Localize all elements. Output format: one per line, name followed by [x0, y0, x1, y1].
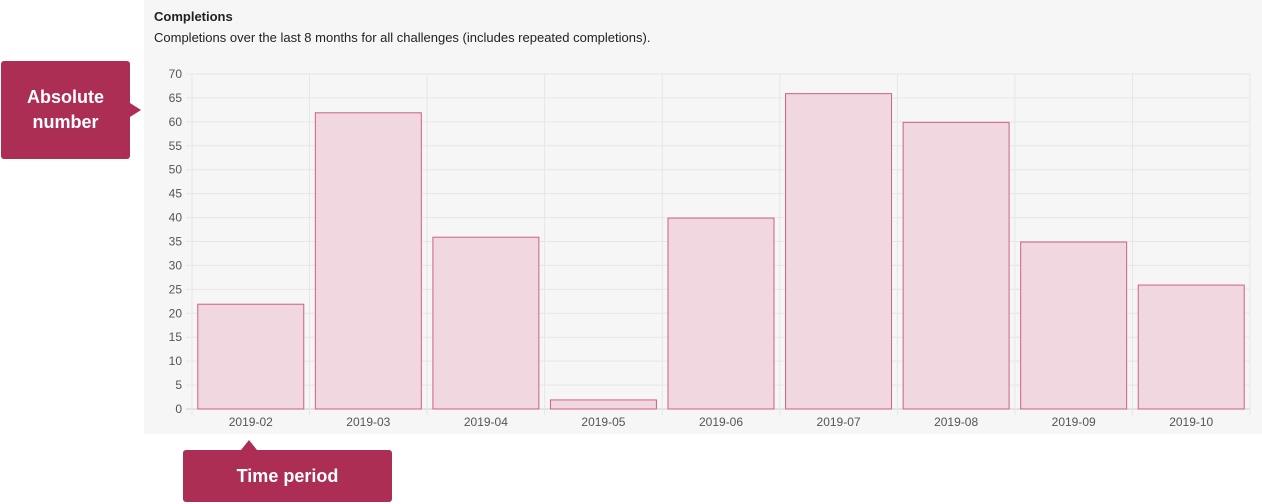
y-tick-label: 20	[169, 306, 183, 320]
x-axis-callout: Time period	[183, 440, 392, 502]
x-tick-label: 2019-03	[346, 415, 390, 429]
x-tick-label: 2019-08	[934, 415, 978, 429]
y-tick-label: 60	[169, 115, 183, 129]
y-tick-label: 70	[169, 67, 183, 81]
x-tick-label: 2019-06	[699, 415, 743, 429]
y-tick-label: 55	[169, 139, 183, 153]
y-axis-callout: Absolute number	[1, 61, 141, 159]
y-tick-label: 15	[169, 330, 183, 344]
y-tick-label: 40	[169, 211, 183, 225]
y-tick-label: 35	[169, 235, 183, 249]
bar-2019-08	[902, 121, 1010, 410]
x-tick-label: 2019-05	[581, 415, 625, 429]
y-tick-label: 25	[169, 282, 183, 296]
y-tick-label: 5	[175, 378, 182, 392]
bar-2019-06	[667, 217, 775, 410]
x-tick-label: 2019-02	[229, 415, 273, 429]
x-tick-label: 2019-07	[817, 415, 861, 429]
x-tick-label: 2019-10	[1169, 415, 1213, 429]
y-tick-label: 45	[169, 187, 183, 201]
y-tick-label: 10	[169, 354, 183, 368]
y-tick-label: 30	[169, 258, 183, 272]
panel-subtitle: Completions over the last 8 months for a…	[154, 30, 651, 45]
x-tick-label: 2019-09	[1052, 415, 1096, 429]
y-tick-label: 50	[169, 163, 183, 177]
bar-2019-02	[197, 303, 305, 410]
completions-panel: Completions Completions over the last 8 …	[144, 0, 1262, 434]
bar-2019-04	[432, 236, 540, 410]
bar-2019-07	[785, 93, 893, 410]
y-tick-label: 0	[175, 402, 182, 416]
y-tick-label: 65	[169, 91, 183, 105]
x-axis-callout-text: Time period	[236, 465, 339, 486]
x-tick-label: 2019-04	[464, 415, 508, 429]
bar-2019-03	[314, 112, 422, 410]
panel-title: Completions	[154, 9, 233, 24]
completions-bar-chart: 0 5 10 15 20 25 30 35 40 45 50 55 60 65 70 2019-02 2019-…	[169, 67, 1251, 429]
bar-2019-09	[1020, 241, 1128, 410]
y-axis-callout-text: Absolute number	[26, 87, 104, 132]
bar-2019-05	[549, 399, 657, 410]
bar-2019-10	[1137, 284, 1245, 410]
